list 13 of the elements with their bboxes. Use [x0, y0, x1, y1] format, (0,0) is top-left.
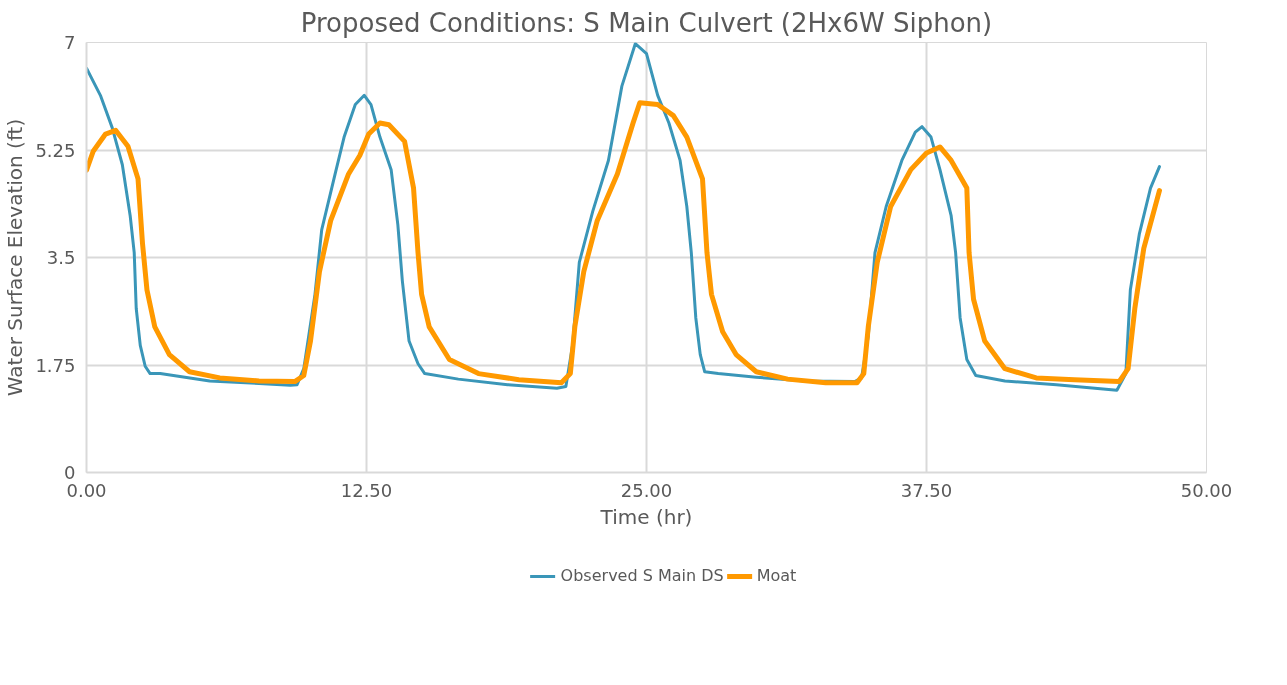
- x-axis-title: Time (hr): [599, 504, 693, 529]
- y-tick-label: 3.5: [46, 247, 76, 268]
- y-tick-label: 7: [64, 32, 76, 53]
- x-tick-label: 25.00: [620, 479, 673, 501]
- x-tick-label: 12.50: [340, 479, 393, 501]
- x-tick-label: 50.00: [1180, 479, 1233, 501]
- y-tick-label: 1.75: [35, 354, 76, 376]
- y-tick-label: 5.25: [35, 139, 76, 161]
- legend-label: Observed S Main DS: [560, 566, 724, 585]
- y-axis-title: Water Surface Elevation (ft): [3, 118, 28, 397]
- x-tick-label: 37.50: [900, 479, 953, 501]
- legend-label: Moat: [756, 566, 797, 585]
- chart-title: Proposed Conditions: S Main Culvert (2Hx6W Siphon): [300, 7, 993, 38]
